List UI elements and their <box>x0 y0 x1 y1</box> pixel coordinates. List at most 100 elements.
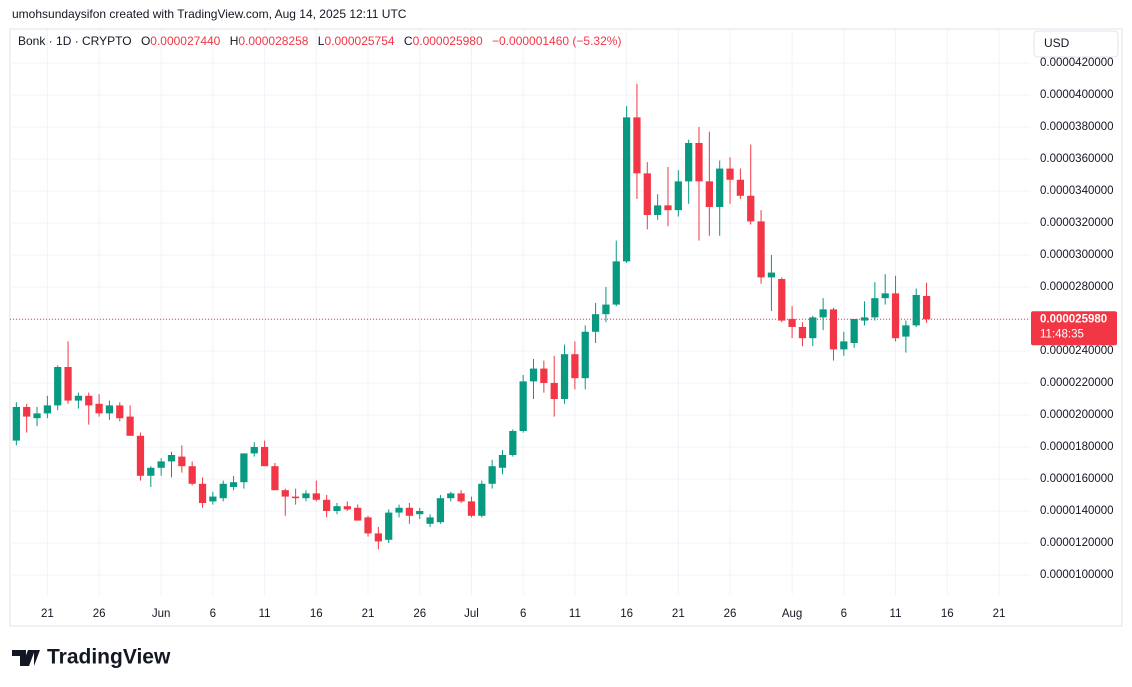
candle-body <box>147 467 155 476</box>
candle-body <box>488 466 496 484</box>
candle-body <box>198 483 207 503</box>
ohlc-key: L <box>318 34 325 48</box>
candle-body <box>447 493 455 499</box>
candle-body <box>633 117 641 174</box>
x-tick-label: 6 <box>520 608 526 620</box>
candle-body <box>116 405 124 419</box>
candle-body <box>819 309 827 318</box>
candle-body <box>229 482 238 487</box>
candle-body <box>312 493 320 500</box>
candle-body <box>467 501 476 516</box>
x-tick-label: 16 <box>310 608 323 620</box>
y-tick-label: 0.0000400000 <box>1040 89 1114 101</box>
candle-body <box>550 382 558 399</box>
candle-body <box>219 483 227 499</box>
candle-body <box>674 181 682 211</box>
change: −0.000001460 (−5.32%) <box>492 34 621 48</box>
x-tick-label: 26 <box>724 608 737 620</box>
candle-body <box>33 413 41 419</box>
y-tick-label: 0.0000340000 <box>1040 185 1114 197</box>
candle-body <box>260 446 269 467</box>
y-tick-label: 0.0000320000 <box>1040 217 1114 229</box>
x-tick-label: 26 <box>413 608 426 620</box>
y-tick-label: 0.0000200000 <box>1040 409 1114 421</box>
ohlc-key: C <box>404 34 413 48</box>
x-tick-label: 6 <box>841 608 847 620</box>
last-price-label: 0.000025980 <box>1040 313 1107 325</box>
ohlc-value: 0.000025754 <box>324 34 394 48</box>
candle-body <box>912 294 920 326</box>
y-tick-label: 0.0000300000 <box>1040 249 1114 261</box>
legend: Bonk · 1D · CRYPTO O0.000027440 H0.00002… <box>18 34 621 48</box>
candle-body <box>167 454 176 462</box>
candle-body <box>788 318 796 327</box>
x-tick-label: 21 <box>672 608 685 620</box>
candle-body <box>612 261 620 305</box>
creator-line: umohsundaysifon created with TradingView… <box>12 7 407 21</box>
currency-button[interactable] <box>1033 30 1119 58</box>
candle-body <box>364 517 372 534</box>
ohlc-value: 0.000025980 <box>413 34 483 48</box>
candle-body <box>136 435 145 476</box>
candle-body <box>178 456 186 467</box>
x-tick-label: 11 <box>259 608 271 620</box>
candle-body <box>54 366 62 406</box>
candle-body <box>860 317 869 321</box>
candle-body <box>457 493 465 502</box>
ohlc-value: 0.000028258 <box>238 34 308 48</box>
x-tick-label: 16 <box>620 608 633 620</box>
x-tick-label: 21 <box>362 608 375 620</box>
candle-body <box>716 168 724 207</box>
x-tick-label: 16 <box>941 608 954 620</box>
candle-body <box>23 406 31 417</box>
candle-body <box>416 510 424 515</box>
candle-body <box>374 533 382 542</box>
candle-body <box>726 168 734 180</box>
candle-body <box>426 517 434 524</box>
brand: TradingView <box>47 646 171 669</box>
candle-body <box>767 272 776 278</box>
candle-body <box>850 318 858 343</box>
candle-body <box>643 173 651 215</box>
candle-body <box>405 507 414 516</box>
y-tick-label: 0.0000120000 <box>1040 537 1114 549</box>
last-price-box <box>1031 311 1117 346</box>
y-tick-label: 0.0000100000 <box>1040 569 1114 581</box>
candle-body <box>840 341 848 350</box>
y-tick-label: 0.0000360000 <box>1040 153 1114 165</box>
x-tick-label: 11 <box>569 608 581 620</box>
candle-body <box>757 221 765 278</box>
y-tick-label: 0.0000140000 <box>1040 505 1114 517</box>
candle-body <box>126 416 134 436</box>
countdown: 11:48:35 <box>1040 328 1084 340</box>
candle-body <box>302 493 310 499</box>
ohlc-key: H <box>230 34 239 48</box>
x-tick-label: 6 <box>210 608 216 620</box>
candle-body <box>478 483 486 516</box>
logo-mark <box>12 650 40 666</box>
candle-body <box>560 354 569 399</box>
candle-body <box>705 181 713 207</box>
y-tick-label: 0.0000380000 <box>1040 121 1114 133</box>
candle-body <box>881 293 889 299</box>
candle-body <box>354 507 362 521</box>
candle-body <box>747 195 755 222</box>
candle-body <box>436 498 445 523</box>
x-tick-label: Jun <box>152 608 171 620</box>
symbol: Bonk · 1D · CRYPTO <box>18 34 132 48</box>
y-tick-label: 0.0000240000 <box>1040 345 1114 357</box>
candle-body <box>85 395 93 406</box>
candle-body <box>64 366 72 401</box>
candle-body <box>271 466 279 491</box>
x-tick-label: 21 <box>993 608 1006 620</box>
candle-body <box>654 205 662 215</box>
candle-body <box>281 490 289 497</box>
candle-body <box>323 499 331 511</box>
candle-body <box>664 205 672 211</box>
candle-body <box>891 293 900 339</box>
candle-body <box>333 506 341 511</box>
y-tick-label: 0.0000180000 <box>1040 441 1114 453</box>
chart-frame <box>9 28 1123 627</box>
ohlc-value: 0.000027440 <box>150 34 220 48</box>
